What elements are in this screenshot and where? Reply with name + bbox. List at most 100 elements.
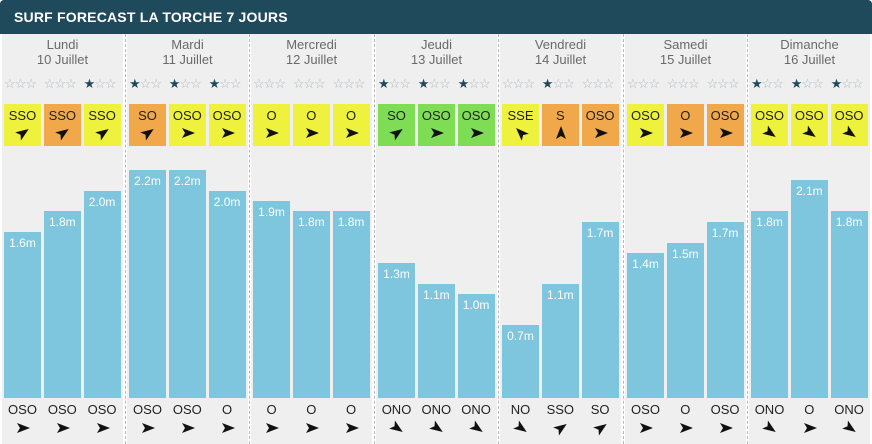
- star-filled-icon: ★: [830, 76, 843, 91]
- wind-direction: SSO: [8, 108, 37, 123]
- star-empty-icon: ☆: [439, 76, 451, 91]
- day-date: 14 Juillet: [534, 52, 587, 67]
- swell-arrow: [512, 419, 530, 437]
- swell-arrow: [94, 419, 112, 437]
- wave-height-label: 1.7m: [711, 226, 739, 240]
- star-empty-icon: ☆: [179, 76, 191, 91]
- wind-arrow-icon: [762, 125, 776, 138]
- swell-arrow: [428, 419, 446, 437]
- wave-height-label: 1.4m: [632, 257, 659, 271]
- swell-arrow-icon: [389, 420, 403, 433]
- star-empty-icon: ☆: [523, 76, 535, 91]
- star-rating: ★☆☆: [542, 77, 575, 91]
- swell-arrow-icon: [17, 423, 30, 433]
- wave-height-label: 2.0m: [213, 195, 241, 209]
- swell-arrow-icon: [468, 420, 483, 433]
- wind-arrow: [592, 124, 610, 142]
- wind-arrow-icon: [516, 128, 529, 141]
- star-empty-icon: ☆: [150, 76, 162, 91]
- swell-direction: OSO: [710, 402, 740, 417]
- star-empty-icon: ☆: [274, 76, 286, 91]
- swell-arrow-icon: [513, 420, 527, 433]
- swell-arrow-icon: [592, 423, 607, 436]
- star-empty-icon: ☆: [65, 76, 77, 91]
- star-rating: ★☆☆: [751, 76, 784, 91]
- wind-direction: O: [680, 108, 691, 123]
- swell-arrow-icon: [679, 423, 693, 433]
- wind-box: OSO: [706, 104, 744, 146]
- wind-box: OSO: [751, 104, 788, 146]
- star-empty-icon: ☆: [772, 76, 784, 91]
- star-empty-icon: ☆: [43, 76, 56, 91]
- wind-box: SSO: [43, 104, 81, 146]
- header-bar: SURF FORECAST LA TORCHE 7 JOURS: [0, 0, 872, 34]
- day-date: 15 Juillet: [659, 52, 712, 67]
- wave-height-label: 1.1m: [422, 288, 450, 302]
- wave-height-bar: 2.0m: [83, 191, 121, 398]
- star-rating: ☆☆☆: [253, 76, 286, 91]
- swell-direction: OSO: [87, 402, 117, 417]
- wind-arrow: [94, 124, 112, 142]
- swell-arrow: [343, 419, 361, 437]
- wind-arrow-icon: [841, 125, 856, 138]
- star-empty-icon: ☆: [314, 76, 326, 91]
- wind-direction: OSO: [212, 108, 242, 123]
- wind-arrow: [761, 124, 779, 142]
- day-date: 11 Juillet: [162, 52, 213, 67]
- swell-arrow-icon: [553, 423, 567, 436]
- star-filled-icon: ★: [457, 76, 470, 91]
- day-date: 10 Juillet: [36, 52, 89, 67]
- wind-arrow: [468, 124, 486, 142]
- star-filled-icon: ★: [751, 76, 763, 91]
- day-name: Mardi: [171, 37, 204, 52]
- wind-arrow: [139, 124, 157, 142]
- wave-height-bar: 2.2m: [168, 170, 206, 398]
- wind-arrow-icon: [94, 128, 109, 141]
- wave-height-bar: 2.1m: [790, 180, 828, 398]
- wind-direction: OSO: [710, 108, 740, 123]
- wave-height-label: 1.8m: [337, 215, 365, 229]
- star-empty-icon: ☆: [648, 76, 660, 91]
- star-empty-icon: ☆: [688, 76, 700, 91]
- swell-arrow-icon: [221, 423, 235, 433]
- wind-box: SSE: [502, 104, 539, 146]
- star-rating: ☆☆☆: [667, 76, 700, 91]
- wind-direction: SO: [138, 108, 157, 123]
- wind-box: OSO: [581, 104, 619, 146]
- swell-arrow-icon: [142, 423, 155, 433]
- star-empty-icon: ☆: [25, 76, 37, 91]
- wind-box: SSO: [83, 104, 121, 146]
- swell-arrow-icon: [640, 423, 653, 433]
- swell-arrow: [637, 419, 655, 437]
- wind-arrow: [637, 124, 655, 142]
- swell-arrow-icon: [841, 420, 856, 433]
- wind-arrow-icon: [679, 128, 693, 138]
- wind-direction: OSO: [794, 108, 824, 123]
- wave-height-bar: 1.7m: [706, 222, 744, 398]
- wind-arrow: [677, 124, 695, 142]
- wave-height-bar: 1.3m: [378, 263, 415, 398]
- swell-direction: O: [346, 402, 357, 417]
- day-date: 13 Juillet: [410, 52, 463, 67]
- star-empty-icon: ☆: [190, 76, 202, 91]
- swell-direction: O: [680, 402, 691, 417]
- star-rating: ☆☆☆: [707, 77, 740, 91]
- wind-direction: O: [306, 108, 317, 123]
- star-filled-icon: ★: [208, 76, 221, 91]
- wave-height-bar: 2.2m: [129, 170, 166, 398]
- day-name: Lundi: [46, 37, 79, 52]
- swell-arrow: [717, 419, 735, 437]
- day-name: Vendredi: [534, 37, 587, 52]
- wave-height-label: 1.8m: [297, 215, 325, 229]
- wind-direction: SSE: [507, 108, 534, 123]
- wind-arrow: [263, 124, 281, 142]
- wind-arrow-icon: [221, 128, 235, 138]
- wind-box: O: [666, 104, 704, 146]
- wind-box: OSO: [457, 104, 495, 146]
- swell-direction: OSO: [172, 402, 202, 417]
- wind-box: S: [541, 104, 579, 146]
- wave-height-bar: 1.8m: [332, 211, 370, 398]
- star-empty-icon: ☆: [263, 76, 276, 91]
- star-empty-icon: ☆: [94, 76, 106, 91]
- wind-box: OSO: [417, 104, 455, 146]
